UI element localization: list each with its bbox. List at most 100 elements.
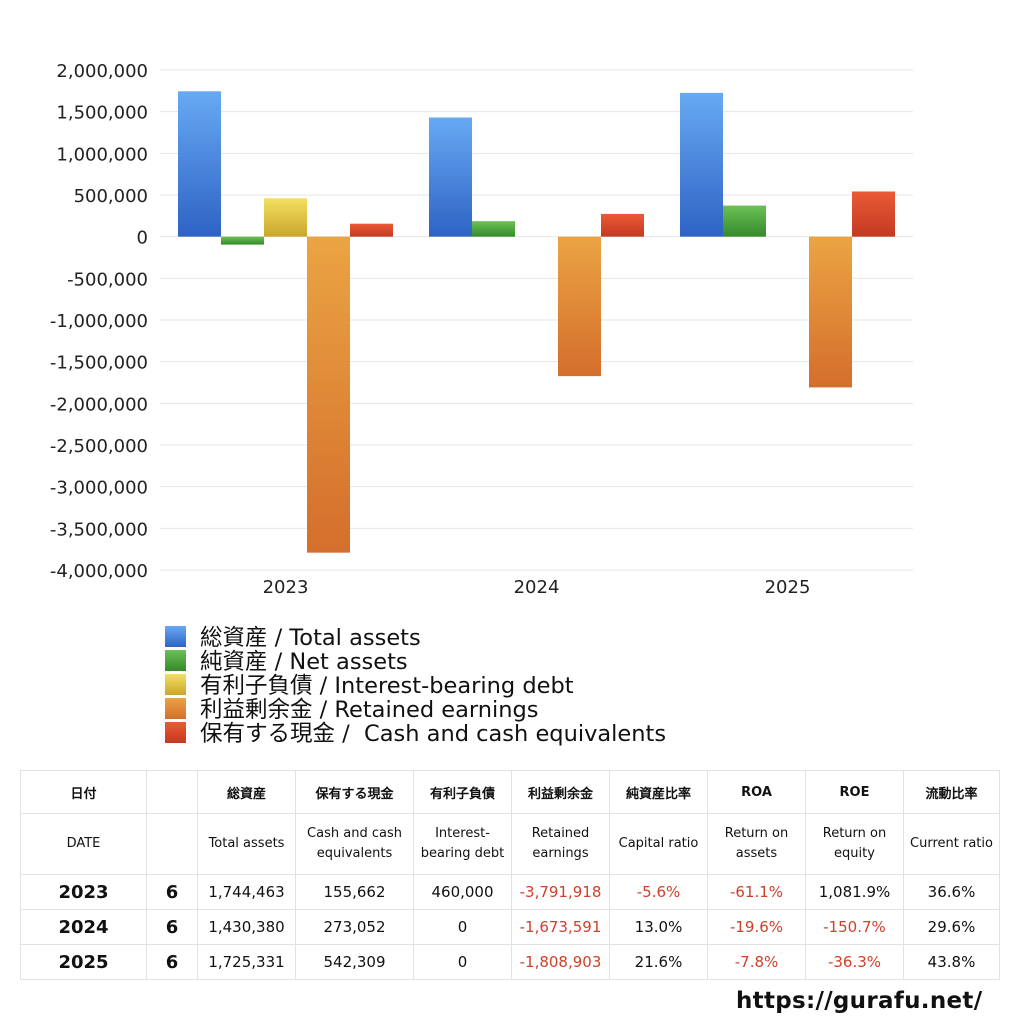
y-tick-label: -3,500,000 [50,519,148,540]
y-tick-label: 1,500,000 [56,103,148,124]
header-cell [146,770,198,814]
capital-ratio-cell: 21.6% [609,944,708,980]
header-cell: 純資産比率 [609,770,708,814]
legend-label: 有利子負債 / Interest-bearing debt [200,673,574,699]
header-cell: 日付 [20,770,147,814]
months-cell: 6 [146,944,198,980]
roa-cell: -61.1% [707,874,806,910]
bar [558,236,601,377]
header-cell: Retained earnings [511,813,610,875]
cash-cell: 155,662 [295,874,414,910]
gridlines [160,69,913,571]
header-cell: 総資産 [197,770,296,814]
header-cell: DATE [20,813,147,875]
y-tick-label: -1,500,000 [50,353,148,374]
header-cell: ROA [707,770,806,814]
legend-label: 保有する現金 / Cash and cash equivalents [200,721,667,747]
roa-cell: -19.6% [707,909,806,945]
x-tick-label: 2024 [514,577,560,598]
bar [264,198,307,237]
header-cell: 利益剰余金 [511,770,610,814]
bar [429,117,472,237]
legend-item-retained-earnings: 利益剰余金 / Retained earnings [165,696,666,723]
chart-legend: 総資産 / Total assets 純資産 / Net assets 有利子負… [165,624,666,747]
total-assets-cell: 1,725,331 [197,944,296,980]
bars [178,91,895,553]
bar [178,91,221,237]
header-cell: Total assets [197,813,296,875]
y-tick-label: 1,000,000 [56,144,148,165]
header-cell: Return on equity [805,813,904,875]
legend-item-interest-bearing-debt: 有利子負債 / Interest-bearing debt [165,672,666,699]
total-assets-cell: 1,430,380 [197,909,296,945]
x-tick-label: 2023 [263,577,309,598]
current-ratio-cell: 29.6% [903,909,1000,945]
y-tick-label: 500,000 [74,186,148,207]
roe-cell: -150.7% [805,909,904,945]
x-tick-label: 2025 [765,577,811,598]
capital-ratio-cell: 13.0% [609,909,708,945]
bar-chart: 2,000,000 1,500,000 1,000,000 500,000 0 -500,… [50,61,913,598]
y-tick-label: 0 [137,228,148,249]
year-cell: 2025 [20,944,147,980]
y-tick-label: -2,500,000 [50,436,148,457]
legend-swatch [165,649,186,671]
legend-item-cash: 保有する現金 / Cash and cash equivalents [165,720,666,747]
bar [852,191,895,237]
bar [680,92,723,237]
y-tick-label: 2,000,000 [56,61,148,82]
table-row: 2023 6 1,744,463 155,662 460,000 -3,791,… [20,874,1000,910]
debt-cell: 460,000 [413,874,512,910]
year-cell: 2023 [20,874,147,910]
table-row: 2025 6 1,725,331 542,309 0 -1,808,903 21… [20,944,1000,980]
roe-cell: -36.3% [805,944,904,980]
header-cell: Return on assets [707,813,806,875]
header-row-jp: 日付 総資産 保有する現金 有利子負債 利益剰余金 純資産比率 ROA ROE … [20,770,1000,814]
months-cell: 6 [146,909,198,945]
header-cell: 有利子負債 [413,770,512,814]
header-cell: ROE [805,770,904,814]
y-tick-label: -1,000,000 [50,311,148,332]
capital-ratio-cell: -5.6% [609,874,708,910]
header-cell: Capital ratio [609,813,708,875]
bar [723,205,766,237]
debt-cell: 0 [413,944,512,980]
legend-item-total-assets: 総資産 / Total assets [165,624,666,651]
bar [350,223,393,237]
bar [809,236,852,388]
roa-cell: -7.8% [707,944,806,980]
year-cell: 2024 [20,909,147,945]
header-cell: 保有する現金 [295,770,414,814]
retained-earnings-cell: -1,673,591 [511,909,610,945]
debt-cell: 0 [413,909,512,945]
bar [221,236,264,245]
header-cell [146,813,198,875]
retained-earnings-cell: -1,808,903 [511,944,610,980]
header-row-en: DATE Total assets Cash and cash equivale… [20,813,1000,875]
current-ratio-cell: 36.6% [903,874,1000,910]
retained-earnings-cell: -3,791,918 [511,874,610,910]
bar [307,236,350,553]
legend-swatch [165,721,186,743]
site-url: https://gurafu.net/ [736,988,983,1014]
y-axis: 2,000,000 1,500,000 1,000,000 500,000 0 -500,… [50,61,148,582]
cash-cell: 273,052 [295,909,414,945]
header-cell: 流動比率 [903,770,1000,814]
months-cell: 6 [146,874,198,910]
y-tick-label: -3,000,000 [50,478,148,499]
roe-cell: 1,081.9% [805,874,904,910]
header-cell: Interest-bearing debt [413,813,512,875]
total-assets-cell: 1,744,463 [197,874,296,910]
financial-table: 日付 総資産 保有する現金 有利子負債 利益剰余金 純資産比率 ROA ROE … [20,770,1000,980]
legend-label: 純資産 / Net assets [200,649,408,675]
header-cell: Current ratio [903,813,1000,875]
legend-swatch [165,625,186,647]
cash-cell: 542,309 [295,944,414,980]
y-tick-label: -2,000,000 [50,394,148,415]
header-cell: Cash and cash equivalents [295,813,414,875]
table-row: 2024 6 1,430,380 273,052 0 -1,673,591 13… [20,909,1000,945]
legend-swatch [165,697,186,719]
x-axis: 2023 2024 2025 [263,577,811,598]
legend-swatch [165,673,186,695]
legend-label: 総資産 / Total assets [200,625,421,651]
